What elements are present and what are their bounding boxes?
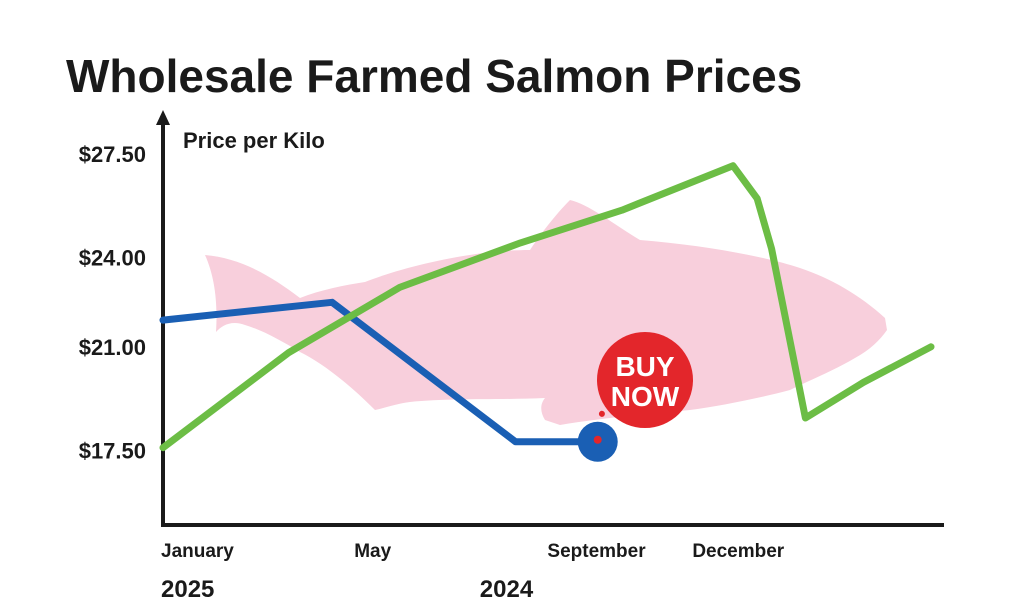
y-tick-label: $24.00 [79, 246, 146, 271]
year-label: 2025 [161, 576, 214, 603]
series-line-2 [159, 162, 935, 452]
x-tick-label: December [692, 541, 784, 562]
x-tick-label: September [547, 541, 646, 562]
buy-now-badge[interactable] [597, 332, 693, 428]
y-tick-label: $17.50 [79, 439, 146, 464]
y-tick-label: $21.00 [79, 335, 146, 360]
x-tick-label: January [161, 541, 234, 562]
year-labels: 2025 2024 [161, 576, 534, 603]
series-lines [159, 162, 935, 452]
y-axis-label: Price per Kilo [183, 128, 325, 153]
buy-now-line2: NOW [611, 381, 680, 412]
y-tick-label: $27.50 [79, 142, 146, 167]
chart-title: Wholesale Farmed Salmon Prices [66, 50, 802, 102]
series-line-1 [159, 298, 602, 446]
marker-dot [593, 435, 602, 444]
salmon-silhouette [205, 200, 887, 425]
buy-now-line1: BUY [615, 351, 674, 382]
y-tick-labels: $17.50 $21.00 $24.00 $27.50 [79, 142, 146, 464]
x-tick-label: May [354, 541, 391, 562]
year-label: 2024 [480, 576, 534, 603]
x-tick-labels: January May September December [161, 541, 785, 562]
y-axis-arrow-icon [156, 110, 170, 125]
callout-connector [594, 404, 606, 443]
